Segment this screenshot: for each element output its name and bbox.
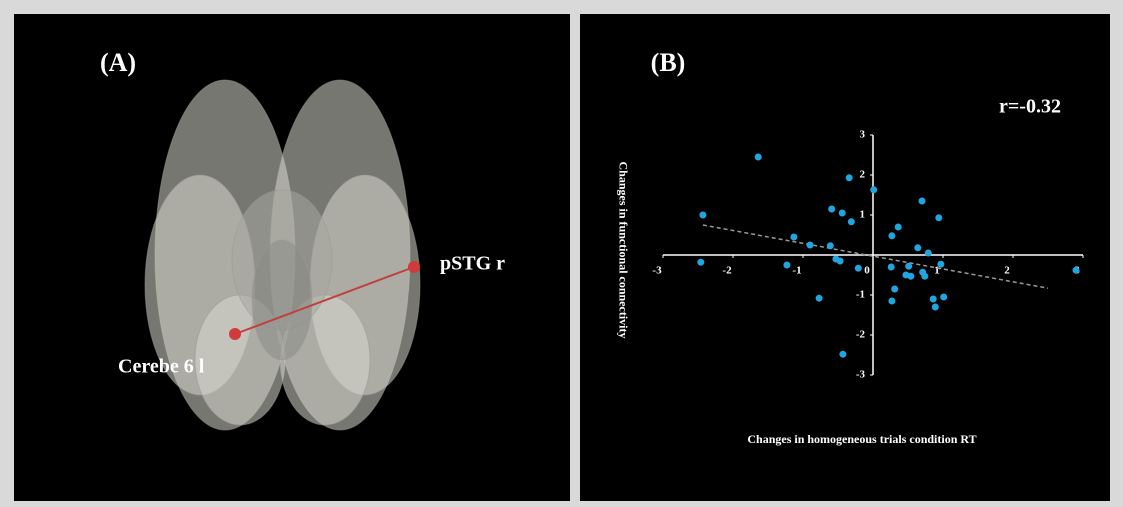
point xyxy=(783,262,790,269)
figure: (A) pSTG r Cerebe 6 l (B) r=-0.32 Change… xyxy=(0,0,1123,507)
point xyxy=(828,206,835,213)
point xyxy=(839,210,846,217)
y-tick-label: 2 xyxy=(860,169,866,181)
point xyxy=(699,212,706,219)
point xyxy=(807,242,814,249)
point xyxy=(907,273,914,280)
x-tick-label: -2 xyxy=(722,265,732,277)
point xyxy=(755,154,762,161)
x-tick-label: 2 xyxy=(1004,265,1010,277)
y-tick-label: 3 xyxy=(860,129,866,141)
point xyxy=(848,218,855,225)
point xyxy=(888,232,895,239)
panel-b xyxy=(580,14,1110,501)
point xyxy=(837,258,844,265)
point xyxy=(855,265,862,272)
node xyxy=(229,328,241,340)
point xyxy=(1073,267,1080,274)
node-label: pSTG r xyxy=(440,253,505,275)
node xyxy=(408,261,420,273)
point xyxy=(925,250,932,257)
point xyxy=(914,244,921,251)
point xyxy=(919,198,926,205)
point xyxy=(888,264,895,271)
point xyxy=(697,259,704,266)
point xyxy=(888,298,895,305)
point xyxy=(940,294,947,301)
point xyxy=(895,224,902,231)
point xyxy=(790,234,797,241)
x-tick-label: -3 xyxy=(652,265,662,277)
node-label: Cerebe 6 l xyxy=(118,356,205,378)
y-tick-label: -1 xyxy=(856,289,865,301)
point xyxy=(816,295,823,302)
y-axis-label: Changes in functional connectivity xyxy=(616,161,630,338)
point xyxy=(937,261,944,268)
point xyxy=(846,174,853,181)
point xyxy=(932,304,939,311)
x-tick-label: -1 xyxy=(792,265,801,277)
x-axis-label: Changes in homogeneous trials condition … xyxy=(747,432,976,446)
point xyxy=(905,263,912,270)
y-tick-label: -3 xyxy=(856,369,866,381)
point xyxy=(839,351,846,358)
point xyxy=(827,242,834,249)
annotation: r=-0.32 xyxy=(999,96,1061,118)
y-tick-label: 1 xyxy=(860,209,866,221)
point xyxy=(935,214,942,221)
point xyxy=(930,296,937,303)
x-tick-label: 0 xyxy=(864,265,870,277)
panel-label: (B) xyxy=(651,48,686,77)
panel-label: (A) xyxy=(100,48,136,77)
point xyxy=(891,286,898,293)
point xyxy=(921,273,928,280)
point xyxy=(870,186,877,193)
y-tick-label: -2 xyxy=(856,329,866,341)
